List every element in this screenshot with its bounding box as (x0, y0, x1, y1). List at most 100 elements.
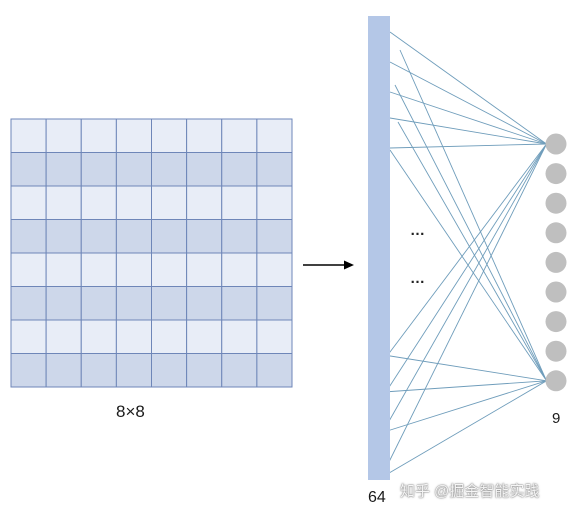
input-layer-bar (368, 16, 390, 480)
grid-cell (186, 152, 223, 187)
grid-cell (151, 219, 188, 254)
input-layer-count-label: 64 (368, 489, 386, 506)
connection-line (383, 143, 547, 396)
grid-cell (80, 286, 117, 321)
grid-cell (45, 152, 82, 187)
grid-cell (115, 219, 152, 254)
grid-cell (256, 353, 293, 388)
transform-arrow (303, 260, 354, 270)
grid-cell (45, 219, 82, 254)
grid-cell (115, 252, 152, 287)
grid-cell (221, 152, 258, 187)
grid-cell (45, 319, 82, 354)
grid-cell (186, 353, 223, 388)
connections (383, 31, 547, 477)
grid-cell (221, 353, 258, 388)
output-node (545, 251, 567, 273)
grid-cell (256, 118, 293, 153)
grid-cell (80, 185, 117, 220)
grid-cell (221, 286, 258, 321)
grid-cell (186, 252, 223, 287)
watermark: 知乎 @掘金智能实践 (400, 483, 540, 500)
connection-line (383, 143, 547, 473)
ellipsis-upper: … (410, 222, 426, 239)
grid-cell (221, 219, 258, 254)
grid-cell (80, 252, 117, 287)
grid-cell (80, 319, 117, 354)
connection-line (383, 354, 547, 382)
grid-cell (115, 286, 152, 321)
connection-line (383, 380, 547, 433)
grid-cell (186, 118, 223, 153)
grid-cell (151, 286, 188, 321)
connection-line (383, 380, 547, 477)
grid-cell (80, 353, 117, 388)
output-node (545, 222, 567, 244)
grid-cell (151, 185, 188, 220)
connection-line (389, 117, 547, 145)
grid-cell (186, 286, 223, 321)
grid-cell (256, 252, 293, 287)
grid-cell (80, 152, 117, 187)
grid-cell (221, 252, 258, 287)
grid-cell (221, 118, 258, 153)
grid-cell (256, 286, 293, 321)
grid-cell (115, 319, 152, 354)
output-layer-count-label: 9 (552, 410, 561, 427)
grid-cell (151, 353, 188, 388)
grid-cell (10, 252, 47, 287)
grid-cell (45, 185, 82, 220)
grid-cell (10, 319, 47, 354)
connection-line (383, 143, 547, 431)
output-node (545, 370, 567, 392)
grid-cell (186, 185, 223, 220)
grid-cell (45, 353, 82, 388)
grid-cell (115, 185, 152, 220)
connection-line (394, 84, 547, 382)
output-node (545, 311, 567, 333)
grid-cell (10, 118, 47, 153)
connection-line (399, 49, 547, 381)
output-node (545, 281, 567, 303)
grid-cell (80, 219, 117, 254)
grid-cell (151, 319, 188, 354)
grid-cell (10, 219, 47, 254)
grid-cell (10, 286, 47, 321)
output-nodes (545, 133, 567, 392)
grid-cell (115, 152, 152, 187)
output-node (545, 192, 567, 214)
grid-size-label: 8×8 (116, 402, 145, 421)
grid-cell (151, 152, 188, 187)
grid-cell (256, 219, 293, 254)
grid-cell (221, 185, 258, 220)
grid-cell (256, 319, 293, 354)
grid-cell (151, 252, 188, 287)
grid-cell (151, 118, 188, 153)
ellipsis-lower: … (410, 270, 426, 287)
output-node (545, 163, 567, 185)
grid-cell (186, 219, 223, 254)
output-node (545, 133, 567, 155)
grid-cell (45, 286, 82, 321)
grid-cell (45, 118, 82, 153)
grid-cell (10, 353, 47, 388)
connection-line (389, 61, 547, 145)
connection-line (389, 143, 547, 149)
grid-cell (256, 185, 293, 220)
input-grid-8x8 (10, 118, 293, 388)
grid-cell (10, 152, 47, 187)
arrow-head (344, 260, 354, 270)
grid-cell (221, 319, 258, 354)
connection-line (397, 121, 547, 382)
grid-cell (115, 353, 152, 388)
grid-cell (80, 118, 117, 153)
output-node (545, 340, 567, 362)
grid-cell (115, 118, 152, 153)
connection-line (389, 31, 547, 145)
connection-line (383, 380, 547, 393)
connection-line (389, 91, 547, 145)
grid-cell (10, 185, 47, 220)
grid-cell (45, 252, 82, 287)
connection-line (383, 143, 547, 361)
